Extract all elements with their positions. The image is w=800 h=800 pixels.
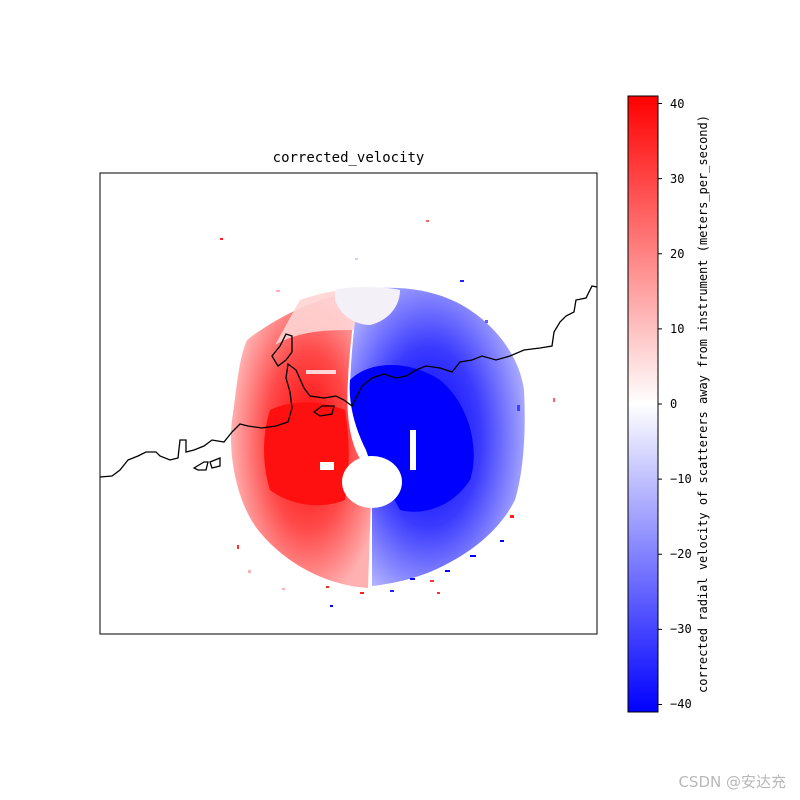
speckle-noise xyxy=(220,220,555,607)
colorbar-tick-label: −10 xyxy=(670,472,692,487)
colorbar-label: corrected radial velocity of scatterers … xyxy=(696,115,710,693)
velocity-field xyxy=(220,220,555,607)
chart-title: corrected_velocity xyxy=(272,150,425,166)
plot-frame xyxy=(99,172,598,635)
colorbar-tick-label: 0 xyxy=(670,397,678,411)
colorbar-tick-label: 30 xyxy=(670,171,685,186)
colorbar xyxy=(627,95,659,713)
colorbar-tick-label: −20 xyxy=(670,547,692,562)
colorbar-tick-label: −40 xyxy=(670,697,692,712)
colorbar-tick-label: 40 xyxy=(670,96,685,111)
coastline xyxy=(100,285,597,478)
colorbar-tick-label: 10 xyxy=(670,321,685,336)
colorbar-tick-label: 20 xyxy=(670,246,685,261)
colorbar-tick-label: −30 xyxy=(670,622,692,637)
watermark: CSDN @安达充 xyxy=(678,773,786,791)
colorbar-ticks xyxy=(658,103,662,705)
